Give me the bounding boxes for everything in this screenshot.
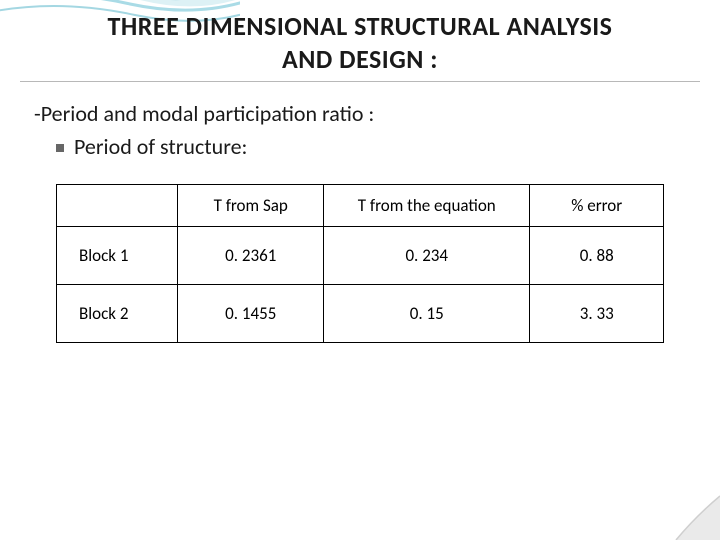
th-err: % error — [530, 185, 664, 227]
period-table: T from Sap T from the equation % error B… — [56, 184, 664, 343]
bullet-heading: -Period and modal participation ratio : — [34, 100, 686, 127]
cell-rowlabel: Block 1 — [57, 227, 178, 285]
cell-teq: 0. 15 — [324, 285, 530, 343]
page-curl-decoration — [656, 476, 720, 540]
table-header-row: T from Sap T from the equation % error — [57, 185, 664, 227]
table-row: Block 2 0. 1455 0. 15 3. 33 — [57, 285, 664, 343]
square-bullet-icon — [56, 144, 64, 152]
cell-rowlabel: Block 2 — [57, 285, 178, 343]
table-row: Block 1 0. 2361 0. 234 0. 88 — [57, 227, 664, 285]
cell-tsap: 0. 1455 — [178, 285, 324, 343]
sub-bullet-row: Period of structure: — [34, 133, 686, 160]
title-line-1: THREE DIMENSIONAL STRUCTURAL ANALYSIS — [108, 10, 613, 42]
cell-teq: 0. 234 — [324, 227, 530, 285]
th-tsap: T from Sap — [178, 185, 324, 227]
title-line-2: AND DESIGN : — [282, 43, 438, 75]
cell-err: 3. 33 — [530, 285, 664, 343]
period-table-wrap: T from Sap T from the equation % error B… — [34, 184, 686, 343]
cell-tsap: 0. 2361 — [178, 227, 324, 285]
th-blank — [57, 185, 178, 227]
slide-title: THREE DIMENSIONAL STRUCTURAL ANALYSIS AN… — [20, 0, 700, 82]
sub-bullet-text: Period of structure: — [74, 133, 247, 160]
cell-err: 0. 88 — [530, 227, 664, 285]
th-teq: T from the equation — [324, 185, 530, 227]
